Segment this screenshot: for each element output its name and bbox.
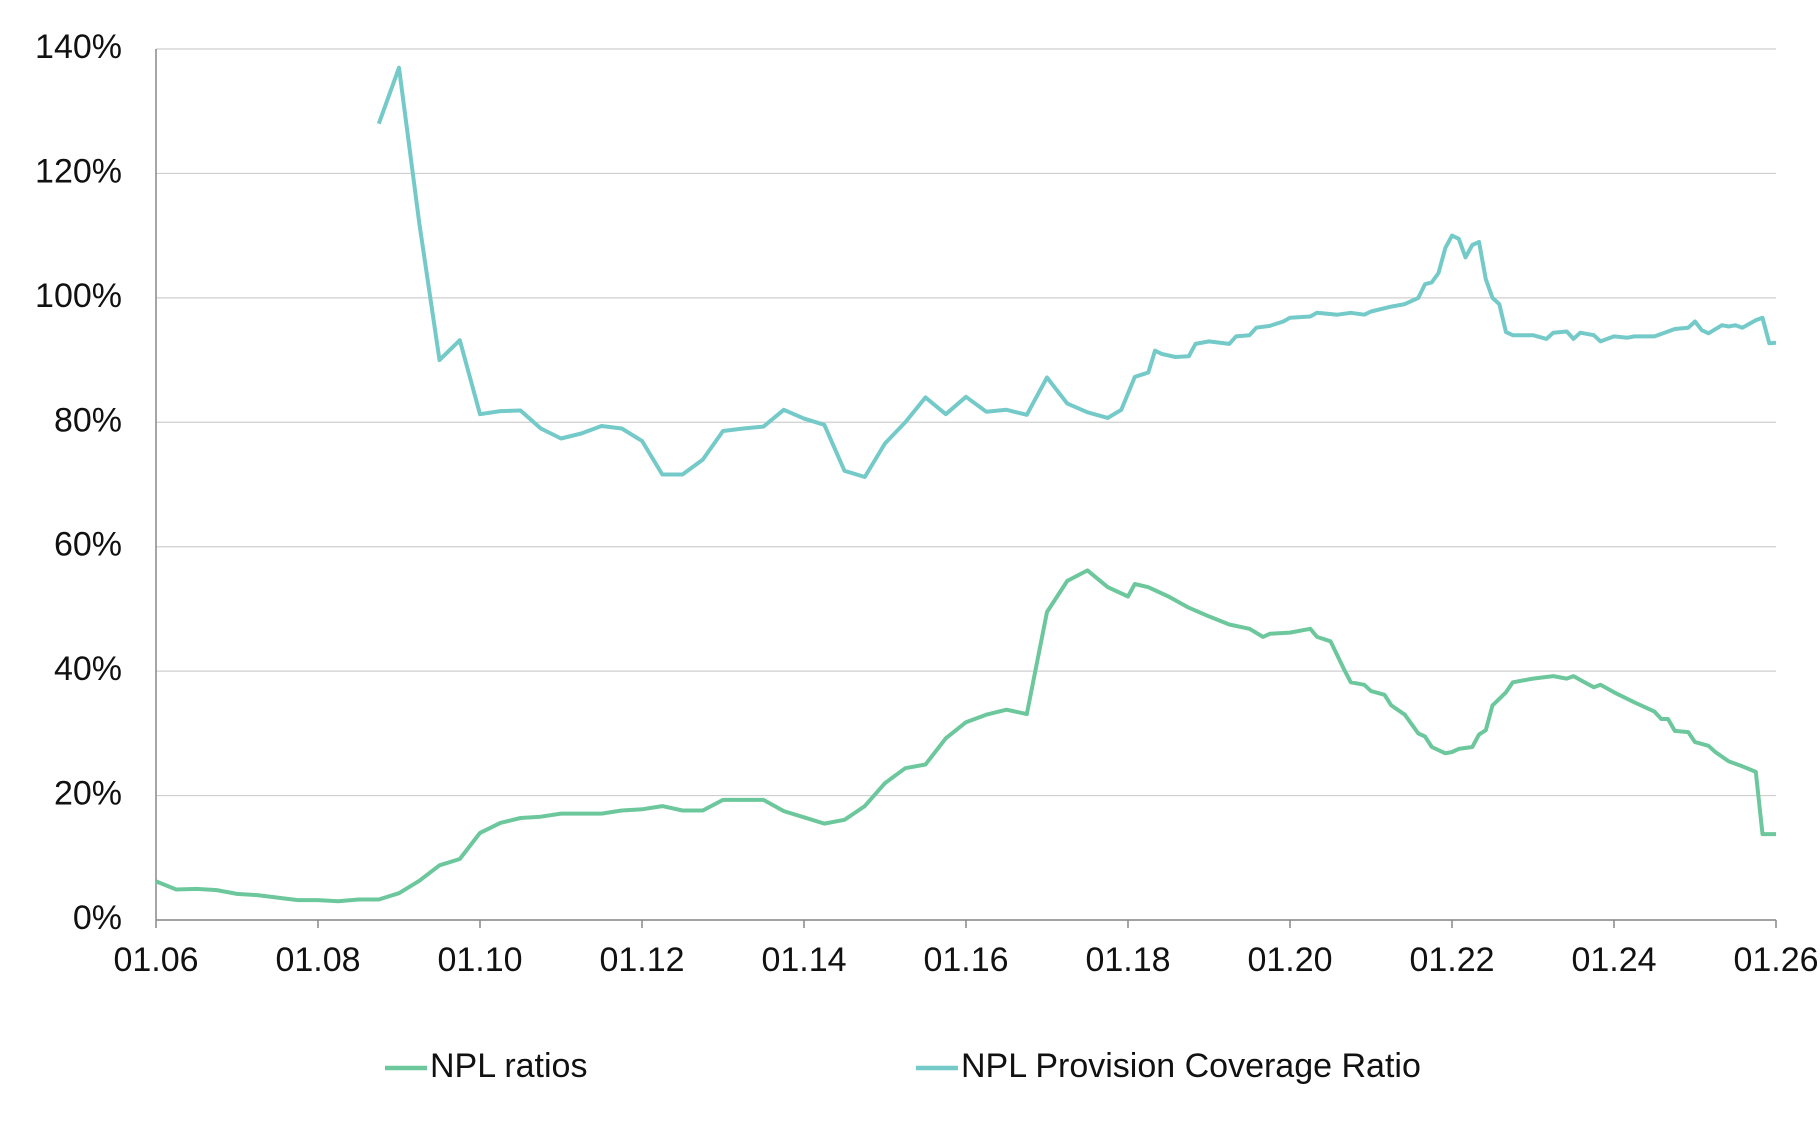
x-tick-label: 01.10: [437, 941, 522, 979]
x-tick-label: 01.24: [1571, 941, 1656, 979]
x-tick-label: 01.16: [923, 941, 1008, 979]
x-tick-label: 01.18: [1085, 941, 1170, 979]
y-tick-label: 0%: [73, 899, 122, 937]
x-tick-label: 01.22: [1409, 941, 1494, 979]
x-tick-label: 01.20: [1247, 941, 1332, 979]
x-tick-label: 01.26: [1733, 941, 1818, 979]
x-tick-label: 01.08: [275, 941, 360, 979]
x-tick-label: 01.14: [761, 941, 846, 979]
x-tick-label: 01.12: [599, 941, 684, 979]
legend-label: NPL Provision Coverage Ratio: [961, 1047, 1421, 1085]
y-tick-label: 100%: [35, 277, 122, 315]
y-tick-label: 80%: [54, 401, 122, 439]
y-tick-label: 140%: [35, 28, 122, 66]
y-tick-label: 60%: [54, 526, 122, 564]
series-line: [155, 568, 1776, 904]
y-tick-label: 120%: [35, 152, 122, 190]
legend-label: NPL ratios: [430, 1047, 587, 1085]
y-tick-label: 20%: [54, 775, 122, 813]
y-tick-label: 40%: [54, 650, 122, 688]
x-tick-label: 01.06: [113, 941, 198, 979]
series-line: [376, 65, 1777, 479]
